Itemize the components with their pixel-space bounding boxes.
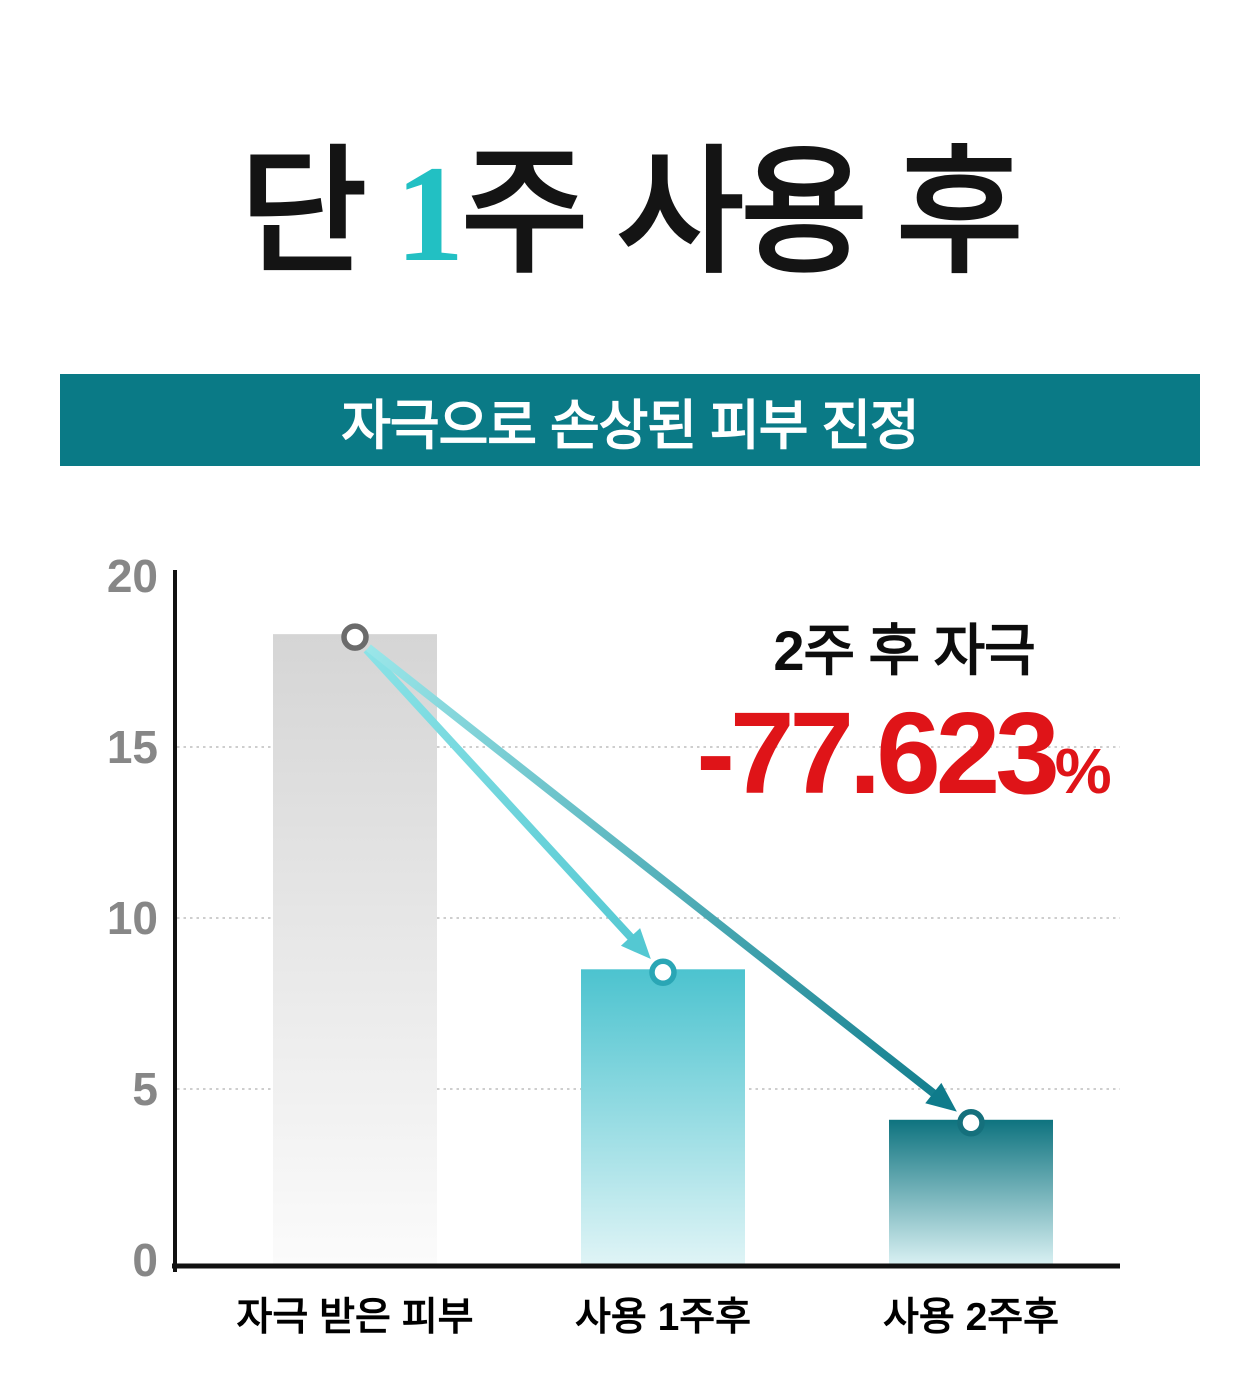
bar-top-marker-1: [649, 958, 677, 987]
annotation-value-row: -77.623%: [648, 695, 1160, 811]
trend-arrow-line-1: [365, 644, 938, 1098]
trend-arrow-line-0: [363, 646, 635, 942]
x-category-label-1: 사용 1주후: [575, 1296, 751, 1339]
y-tick-label-0: 0: [132, 1234, 158, 1286]
bar-2: [889, 1119, 1053, 1264]
title-highlight: 1: [395, 137, 464, 290]
y-tick-label-15: 15: [107, 721, 158, 773]
trend-arrow-head-icon: [925, 1082, 957, 1112]
title-prefix: 단: [239, 137, 396, 290]
bar-top-marker-0: [341, 623, 369, 651]
bar-top-marker-2: [957, 1109, 985, 1137]
y-tick-label-10: 10: [107, 892, 158, 944]
trend-arrow-head-icon: [620, 928, 651, 960]
x-category-label-0: 자극 받은 피부: [237, 1296, 474, 1339]
y-tick-label-5: 5: [132, 1063, 158, 1115]
annotation-value: -77.623: [696, 688, 1059, 818]
annotation-label: 2주 후 자극: [773, 619, 1035, 682]
banner-label: 자극으로 손상된 피부 진정: [341, 395, 919, 456]
x-category-label-2: 사용 2주후: [883, 1296, 1059, 1339]
title-suffix: 주 사용 후: [461, 137, 1023, 290]
chart-annotation: 2주 후 자극 -77.623%: [648, 606, 1160, 811]
y-tick-label-20: 20: [107, 550, 158, 602]
bar-1: [581, 969, 745, 1264]
bar-0: [273, 634, 437, 1264]
annotation-unit: %: [1054, 735, 1112, 807]
section-banner: 자극으로 손상된 피부 진정: [60, 374, 1200, 466]
page-title: 단 1주 사용 후: [0, 138, 1260, 290]
